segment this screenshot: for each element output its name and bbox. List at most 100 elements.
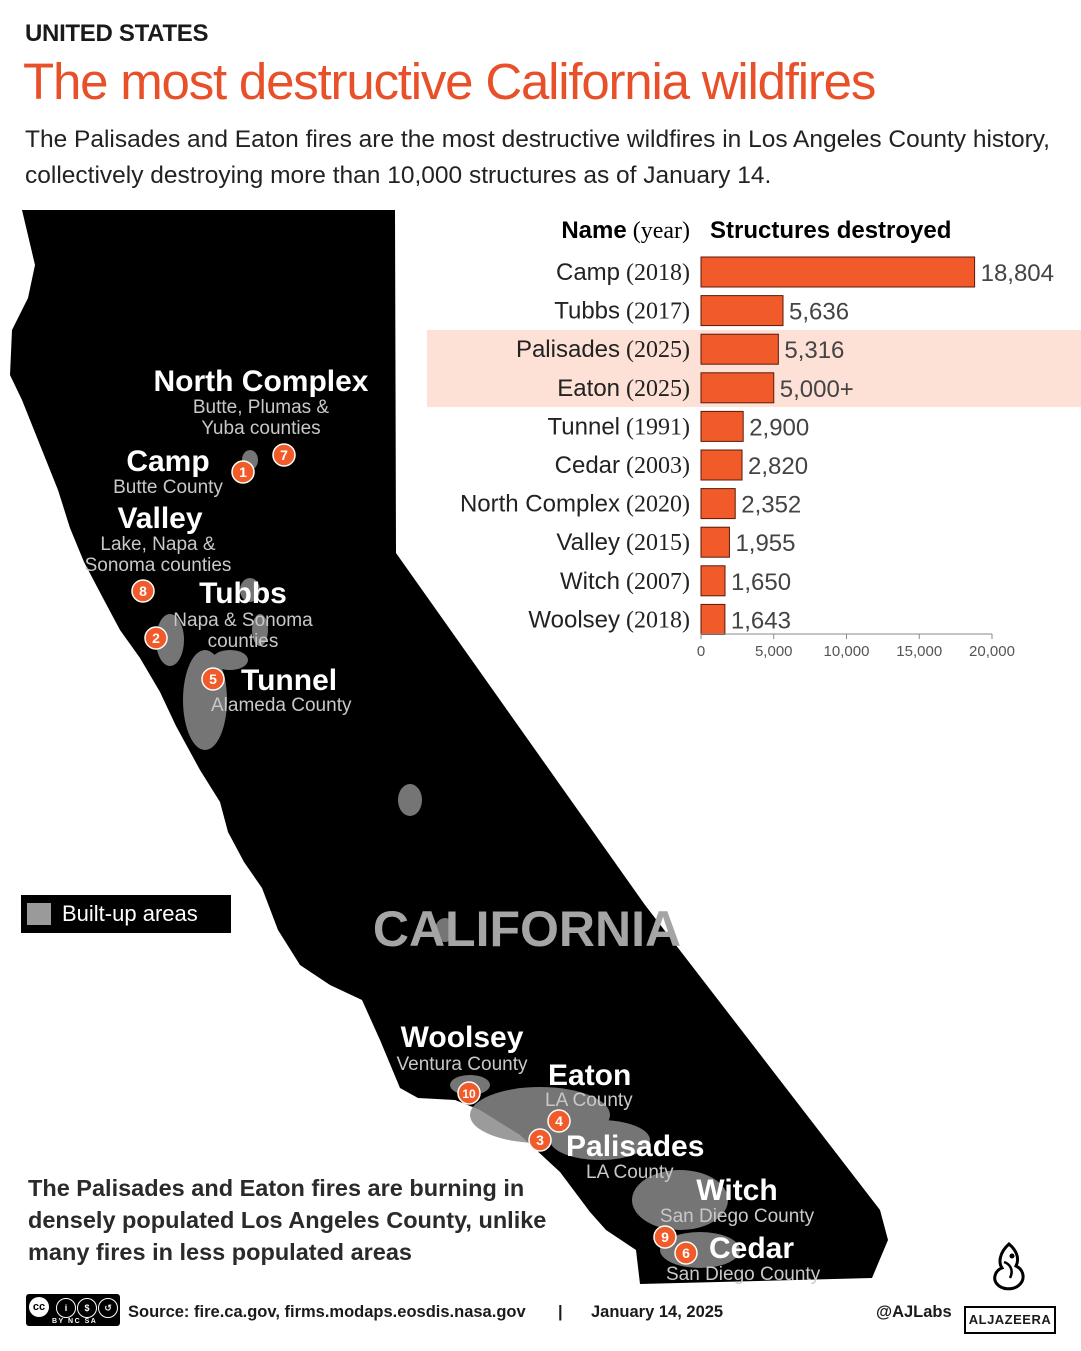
category-name: Tubbs xyxy=(554,298,620,325)
date: January 14, 2025 xyxy=(591,1303,724,1321)
category-year: (2025) xyxy=(626,376,690,402)
footnote-text: The Palisades and Eaton fires are burnin… xyxy=(28,1175,547,1265)
fire-name: Eaton xyxy=(548,1059,631,1092)
category-name: Tunnel xyxy=(548,413,621,440)
fire-county: San Diego County xyxy=(660,1206,815,1227)
category-year: (2018) xyxy=(626,260,690,286)
category-label: Eaton (2025) xyxy=(557,375,690,402)
data-label: 5,636 xyxy=(789,299,849,326)
fire-dot xyxy=(231,460,255,484)
legend-swatch xyxy=(27,903,51,925)
fire-name: North Complex xyxy=(153,365,368,398)
fire-county: LA County xyxy=(586,1162,674,1183)
fire-number: 2 xyxy=(152,630,160,646)
data-label: 1,643 xyxy=(731,607,791,634)
category-label: Valley (2015) xyxy=(556,529,690,556)
category-name: Eaton xyxy=(557,375,620,402)
fire-county: Butte, Plumas & xyxy=(193,397,330,418)
fire-county: counties xyxy=(208,631,279,652)
fire-name: Valley xyxy=(117,502,202,535)
category-name: Valley xyxy=(556,529,620,556)
category-year: (1991) xyxy=(626,414,690,440)
fire-county: LA County xyxy=(545,1090,633,1111)
category-label: North Complex (2020) xyxy=(460,491,690,518)
fire-county: Butte County xyxy=(113,477,223,498)
separator: | xyxy=(558,1303,563,1321)
fire-dot xyxy=(144,626,168,650)
subtitle: The Palisades and Eaton fires are the mo… xyxy=(25,126,1050,189)
fire-name: Witch xyxy=(696,1174,777,1207)
x-tick-label: 5,000 xyxy=(755,643,793,660)
cc-license: BY NC SA xyxy=(52,1318,98,1325)
aljazeera-logo-icon xyxy=(993,1242,1025,1291)
fire-dot xyxy=(528,1128,552,1152)
fire-dot xyxy=(547,1109,571,1133)
fire-number: 3 xyxy=(536,1132,544,1148)
category-label: Cedar (2003) xyxy=(555,452,690,479)
data-label: 5,316 xyxy=(784,337,844,364)
footer: cc i $ ↺ BY NC SA Source: fire.ca.gov, f… xyxy=(0,1292,1081,1342)
bar xyxy=(700,603,726,635)
fire-number: 7 xyxy=(280,447,288,463)
data-label: 2,352 xyxy=(741,492,801,519)
page-title: The most destructive California wildfire… xyxy=(23,53,876,110)
data-label: 1,650 xyxy=(731,569,791,596)
fire-dot xyxy=(131,579,155,603)
category-name: Witch xyxy=(560,568,620,595)
bar xyxy=(700,295,784,327)
fire-number: 10 xyxy=(462,1087,476,1101)
bar xyxy=(700,449,743,481)
fire-number: 4 xyxy=(555,1113,563,1129)
fire-dot xyxy=(272,443,296,467)
data-label: 5,000+ xyxy=(780,376,854,403)
category-year: (2017) xyxy=(626,299,690,325)
fire-dot xyxy=(674,1241,698,1265)
source: Source: fire.ca.gov, firms.modaps.eosdis… xyxy=(128,1303,526,1321)
kicker: UNITED STATES xyxy=(25,20,209,47)
category-label: Tunnel (1991) xyxy=(548,413,690,440)
category-year: (2007) xyxy=(626,569,690,595)
fire-county: San Diego County xyxy=(666,1264,821,1285)
category-year: (2020) xyxy=(626,492,690,518)
category-name: Woolsey xyxy=(528,606,620,633)
category-name: Camp xyxy=(556,259,620,286)
category-label: Tubbs (2017) xyxy=(554,298,690,325)
bar xyxy=(700,333,779,365)
state-label: CALIFORNIA xyxy=(373,901,681,957)
fire-dot xyxy=(201,667,225,691)
x-tick-label: 0 xyxy=(697,643,705,660)
category-name: Cedar xyxy=(555,452,620,479)
fire-name: Tubbs xyxy=(199,577,287,610)
california-shape xyxy=(10,210,888,1284)
creative-commons-icon: cc i $ ↺ BY NC SA xyxy=(26,1294,120,1326)
bar-chart: Name (year) Structures destroyed Camp (201… xyxy=(427,217,1081,660)
handle: @AJLabs xyxy=(876,1303,952,1321)
col-header-name-text: Name xyxy=(561,217,626,244)
fire-county: Lake, Napa & xyxy=(100,534,215,555)
category-year: (2003) xyxy=(626,453,690,479)
fire-county: Napa & Sonoma xyxy=(173,610,313,631)
data-label: 2,820 xyxy=(748,453,808,480)
x-tick-label: 15,000 xyxy=(896,643,942,660)
data-label: 1,955 xyxy=(735,530,795,557)
fire-county: Alameda County xyxy=(211,695,352,716)
data-label: 2,900 xyxy=(749,414,809,441)
fire-name: Cedar xyxy=(709,1232,794,1265)
brand-logo: ALJAZEERA xyxy=(964,1306,1056,1334)
bar xyxy=(700,256,976,288)
bar xyxy=(700,372,775,404)
fire-number: 6 xyxy=(682,1245,690,1261)
bar xyxy=(700,565,726,597)
category-year: (2025) xyxy=(626,337,690,363)
x-tick-label: 20,000 xyxy=(969,643,1015,660)
